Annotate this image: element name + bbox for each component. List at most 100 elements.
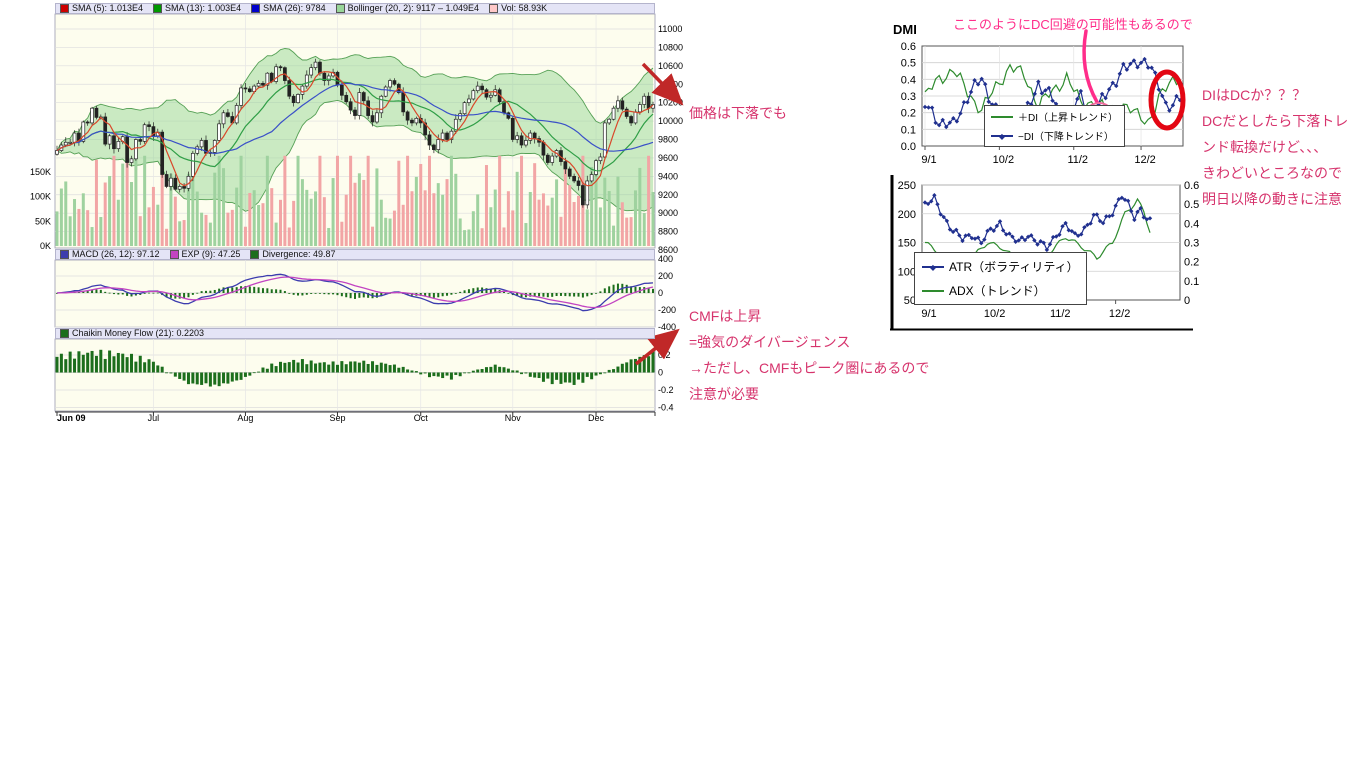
svg-text:Aug: Aug xyxy=(237,413,253,423)
svg-text:100K: 100K xyxy=(30,192,51,202)
svg-text:9/1: 9/1 xyxy=(921,154,936,166)
svg-text:-400: -400 xyxy=(658,322,676,332)
svg-text:-0.2: -0.2 xyxy=(658,385,674,395)
svg-text:50: 50 xyxy=(904,295,916,307)
cmf-annotation-line3: →ただし、CMFもピーク圏にあるので xyxy=(689,360,930,376)
svg-text:9200: 9200 xyxy=(658,190,678,200)
adx-label: ADX（トレンド） xyxy=(949,284,1046,298)
dc-avoid-pointer-line xyxy=(1082,29,1099,104)
dmi-chart: 0.6 0.5 0.4 0.3 0.2 0.1 0.0 9/1 10/2 11/2 12/2 xyxy=(901,41,1184,166)
svg-text:0.2: 0.2 xyxy=(1184,257,1199,269)
svg-text:0.1: 0.1 xyxy=(901,124,916,136)
svg-text:11000: 11000 xyxy=(658,24,682,34)
legend-swatch-icon xyxy=(60,250,69,259)
dmi-right-annotation-line2: DCだとしたら下落トレ xyxy=(1202,113,1349,129)
svg-text:Jun 09: Jun 09 xyxy=(57,413,86,423)
atr-legend-adx: ADX（トレンド） xyxy=(922,282,1079,299)
time-axis: Jun 09 Jul Aug Sep Oct Nov Dec xyxy=(55,411,656,423)
legend-label: MACD (26, 12): 97.12 xyxy=(72,249,160,259)
dmi-right-annotation-line1: DIはDCか？？？ xyxy=(1202,87,1307,103)
svg-text:Oct: Oct xyxy=(414,413,429,423)
svg-text:9000: 9000 xyxy=(658,208,678,218)
cmf-annotation-line1: CMFは上昇 xyxy=(689,308,762,324)
legend-label: SMA (26): 9784 xyxy=(263,3,326,13)
svg-text:Sep: Sep xyxy=(329,413,345,423)
svg-text:12/2: 12/2 xyxy=(1134,154,1155,166)
legend-label: Divergence: 49.87 xyxy=(262,249,336,259)
svg-text:Jul: Jul xyxy=(148,413,160,423)
dmi-top-annotation: ここのようにDC回避の可能性もあるので xyxy=(953,17,1193,32)
dmi-right-annotation-line5: 明日以降の動きに注意 xyxy=(1202,191,1342,207)
svg-text:250: 250 xyxy=(898,180,916,192)
legend-swatch-icon xyxy=(489,4,499,13)
price-down-arrow xyxy=(641,62,684,106)
plus-di-line-sample-icon xyxy=(991,115,1013,118)
svg-text:150: 150 xyxy=(898,238,916,250)
svg-text:-200: -200 xyxy=(658,305,676,315)
legend-label: SMA (13): 1.003E4 xyxy=(165,3,242,13)
dc-warning-ellipse xyxy=(1148,69,1186,131)
svg-text:0.6: 0.6 xyxy=(1184,180,1199,192)
legend-item: Bollinger (20, 2): 9117 – 1.049E4 xyxy=(335,3,480,13)
cmf-annotation-line4: 注意が必要 xyxy=(689,386,759,402)
svg-text:0.4: 0.4 xyxy=(901,74,916,86)
atr-label: ATR（ボラティリティ） xyxy=(949,260,1079,274)
legend-label: Bollinger (20, 2): 9117 – 1.049E4 xyxy=(347,3,480,13)
svg-text:9400: 9400 xyxy=(658,171,678,181)
price-plot xyxy=(55,48,655,246)
svg-text:11/2: 11/2 xyxy=(1050,308,1071,320)
svg-text:12/2: 12/2 xyxy=(1109,308,1130,320)
svg-text:10800: 10800 xyxy=(658,42,683,52)
svg-text:100: 100 xyxy=(898,266,916,278)
svg-text:9800: 9800 xyxy=(658,135,678,145)
legend-swatch-icon xyxy=(60,329,69,338)
legend-swatch-icon xyxy=(169,250,179,259)
svg-text:8800: 8800 xyxy=(658,227,678,237)
adx-line-sample-icon xyxy=(922,289,944,292)
svg-text:9/1: 9/1 xyxy=(921,308,936,320)
svg-text:0.5: 0.5 xyxy=(1184,199,1199,211)
svg-text:200: 200 xyxy=(658,271,673,281)
svg-text:0.6: 0.6 xyxy=(901,41,916,53)
svg-text:-0.4: -0.4 xyxy=(658,403,674,413)
svg-text:10/2: 10/2 xyxy=(993,154,1014,166)
svg-text:150K: 150K xyxy=(30,167,51,177)
svg-text:0.3: 0.3 xyxy=(901,91,916,103)
svg-text:0.4: 0.4 xyxy=(1184,218,1199,230)
svg-text:Dec: Dec xyxy=(588,413,605,423)
svg-text:0.2: 0.2 xyxy=(901,108,916,120)
cmf-up-arrow xyxy=(634,328,680,366)
legend-label: Chaikin Money Flow (21): 0.2203 xyxy=(72,328,205,338)
svg-text:400: 400 xyxy=(658,254,673,264)
svg-text:0.3: 0.3 xyxy=(1184,238,1199,250)
dmi-right-annotation-line3: ンド転換だけど、、、 xyxy=(1202,139,1328,155)
svg-text:50K: 50K xyxy=(35,216,51,226)
legend-item: Vol: 58.93K xyxy=(489,4,547,13)
legend-item: Divergence: 49.87 xyxy=(250,250,335,259)
legend-swatch-icon xyxy=(335,4,345,13)
svg-text:10600: 10600 xyxy=(658,61,683,71)
legend-item: SMA (5): 1.013E4 xyxy=(60,4,143,13)
svg-text:0: 0 xyxy=(658,368,663,378)
minus-di-line-sample-icon xyxy=(991,134,1013,137)
atr-legend-box: ATR（ボラティリティ） ADX（トレンド） xyxy=(914,252,1087,305)
macd-legend-bar: MACD (26, 12): 97.12 EXP (9): 47.25 Diverg… xyxy=(55,249,655,260)
svg-text:0.2: 0.2 xyxy=(658,350,671,360)
cmf-annotation-line2: =強気のダイバージェンス xyxy=(689,334,851,350)
legend-item: EXP (9): 47.25 xyxy=(169,250,240,259)
svg-text:11/2: 11/2 xyxy=(1067,154,1088,166)
svg-text:0: 0 xyxy=(1184,295,1190,307)
cmf-pane: 0.40.20-0.2-0.4 xyxy=(54,335,674,413)
atr-legend-atr: ATR（ボラティリティ） xyxy=(922,258,1079,275)
macd-pane: 400 200 0 -200 -400 xyxy=(54,254,676,332)
annotation-layer xyxy=(634,29,1186,366)
legend-label: SMA (5): 1.013E4 xyxy=(72,3,144,13)
svg-text:0K: 0K xyxy=(40,241,51,251)
atr-line-sample-icon xyxy=(922,265,944,268)
legend-swatch-icon xyxy=(251,4,261,13)
legend-swatch-icon xyxy=(250,250,260,259)
price-annotation: 価格は下落でも xyxy=(689,105,787,121)
svg-text:Nov: Nov xyxy=(505,413,522,423)
